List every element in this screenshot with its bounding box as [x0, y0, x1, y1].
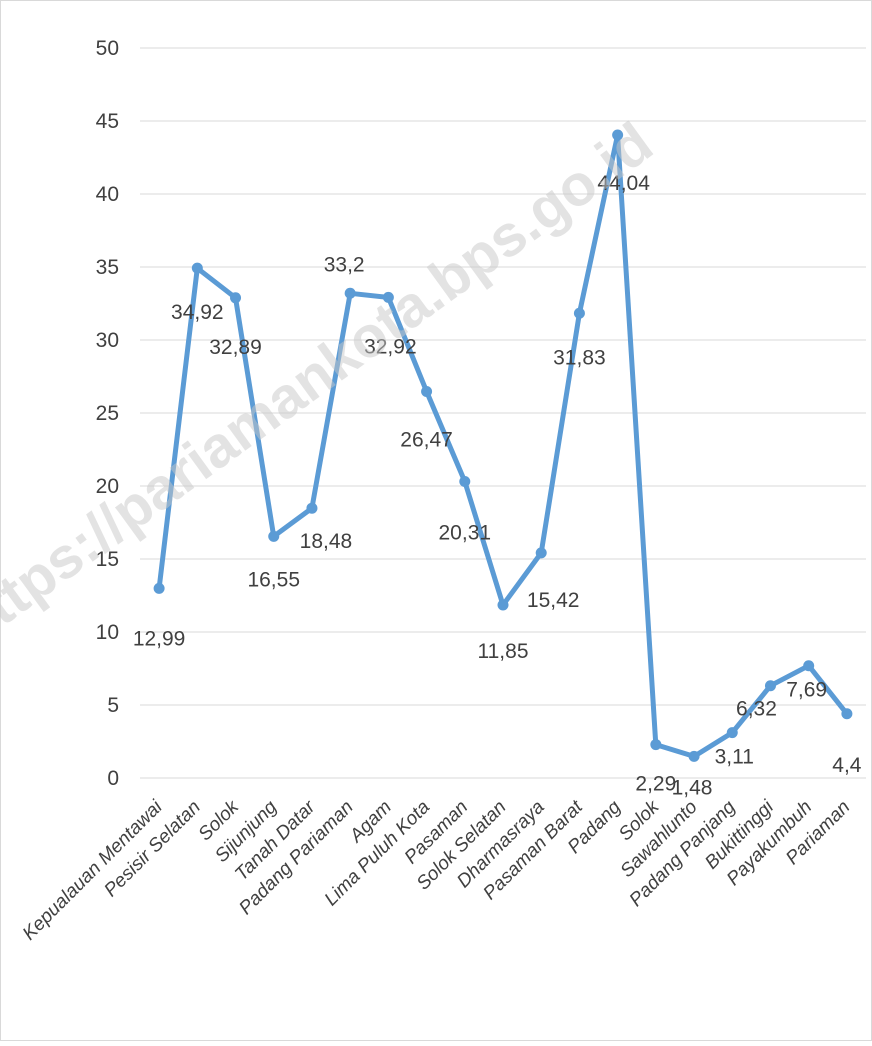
data-point [764, 680, 776, 692]
data-point [230, 292, 242, 304]
data-label: 7,69 [786, 679, 827, 702]
data-point [841, 708, 853, 720]
y-tick-label: 35 [96, 256, 119, 279]
data-label: 12,99 [133, 627, 186, 650]
data-label: 4,4 [832, 754, 862, 777]
data-point [497, 599, 509, 611]
data-label: 2,29 [635, 773, 676, 796]
data-label: 33,2 [324, 253, 365, 276]
data-point [382, 291, 394, 303]
series-line [153, 129, 853, 762]
y-axis-ticks: 0 5 10 15 20 25 30 35 40 45 50 [96, 37, 119, 790]
y-tick-label: 20 [96, 475, 119, 498]
y-tick-label: 30 [96, 329, 119, 352]
data-point [726, 727, 738, 739]
gridlines [140, 47, 866, 779]
data-label: 32,92 [364, 335, 417, 358]
data-label: 20,31 [439, 521, 492, 544]
data-point [306, 502, 318, 514]
y-tick-label: 10 [96, 621, 119, 644]
y-tick-label: 45 [96, 110, 119, 133]
data-label: 16,55 [247, 568, 300, 591]
data-point [344, 287, 356, 299]
data-label: 1,48 [672, 776, 713, 799]
data-point [421, 386, 433, 398]
data-label: 11,85 [478, 640, 529, 663]
data-label: 31,83 [553, 346, 606, 369]
y-tick-label: 40 [96, 183, 119, 206]
data-point [688, 750, 700, 762]
data-label: 3,11 [715, 746, 754, 769]
data-point [573, 307, 585, 319]
y-tick-label: 50 [96, 37, 119, 60]
data-label: 6,32 [736, 698, 777, 721]
data-label: 15,42 [527, 589, 580, 612]
data-label: 32,89 [209, 336, 262, 359]
data-label: 26,47 [400, 429, 453, 452]
y-tick-label: 25 [96, 402, 119, 425]
data-point [612, 129, 624, 141]
data-label: 34,92 [171, 301, 224, 324]
data-point [191, 262, 203, 274]
data-label: 18,48 [300, 530, 353, 553]
data-point [803, 660, 815, 672]
y-tick-label: 15 [96, 548, 119, 571]
data-point [268, 530, 280, 542]
data-point [153, 582, 165, 594]
data-point [459, 475, 471, 487]
data-label: 44,04 [597, 172, 650, 195]
y-tick-label: 0 [107, 767, 119, 790]
data-point [535, 547, 547, 559]
data-point [650, 739, 662, 751]
y-tick-label: 5 [107, 694, 119, 717]
